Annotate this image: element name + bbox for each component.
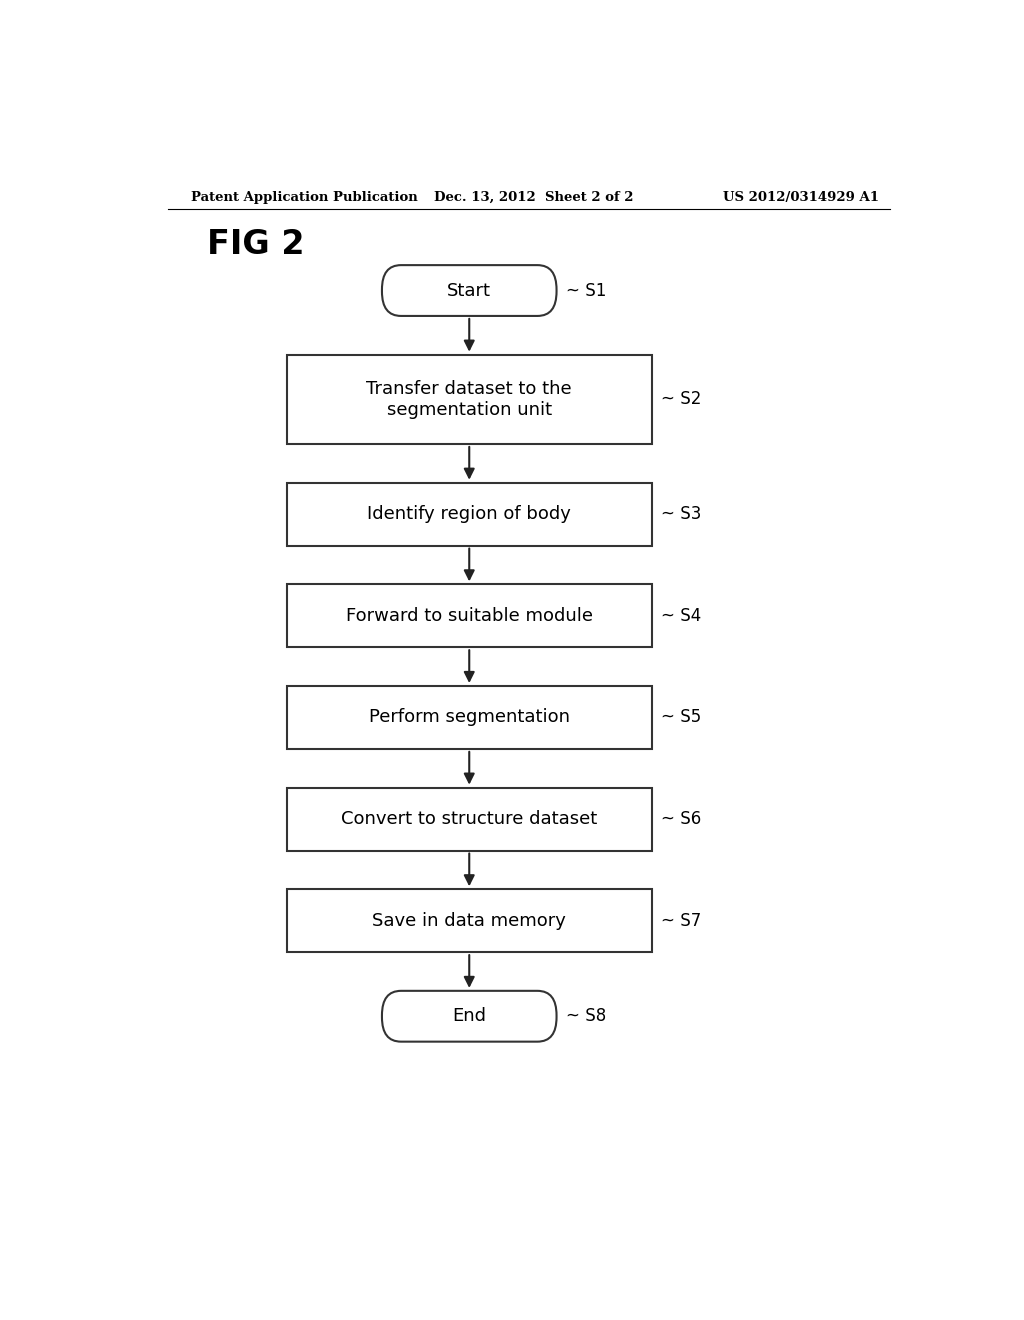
Text: ~ S5: ~ S5 — [662, 709, 701, 726]
Text: Transfer dataset to the
segmentation unit: Transfer dataset to the segmentation uni… — [367, 380, 572, 418]
Text: Save in data memory: Save in data memory — [373, 912, 566, 929]
Bar — [287, 483, 652, 545]
Bar — [287, 355, 652, 444]
Text: ~ S2: ~ S2 — [662, 391, 701, 408]
Text: Convert to structure dataset: Convert to structure dataset — [341, 810, 597, 828]
Bar — [287, 890, 652, 952]
Text: Forward to suitable module: Forward to suitable module — [346, 607, 593, 624]
Bar — [287, 788, 652, 850]
Text: Dec. 13, 2012  Sheet 2 of 2: Dec. 13, 2012 Sheet 2 of 2 — [433, 190, 633, 203]
FancyBboxPatch shape — [382, 991, 557, 1041]
Text: Identify region of body: Identify region of body — [368, 506, 571, 523]
Text: Patent Application Publication: Patent Application Publication — [191, 190, 418, 203]
Bar — [287, 585, 652, 647]
Text: ~ S7: ~ S7 — [662, 912, 701, 929]
Text: ~ S1: ~ S1 — [566, 281, 606, 300]
Text: ~ S6: ~ S6 — [662, 810, 701, 828]
Text: FIG 2: FIG 2 — [207, 228, 305, 261]
Text: ~ S3: ~ S3 — [662, 506, 701, 523]
Bar — [287, 686, 652, 748]
Text: Perform segmentation: Perform segmentation — [369, 709, 569, 726]
Text: ~ S8: ~ S8 — [566, 1007, 606, 1026]
Text: US 2012/0314929 A1: US 2012/0314929 A1 — [723, 190, 880, 203]
Text: Start: Start — [447, 281, 492, 300]
FancyBboxPatch shape — [382, 265, 557, 315]
Text: ~ S4: ~ S4 — [662, 607, 701, 624]
Text: End: End — [453, 1007, 486, 1026]
